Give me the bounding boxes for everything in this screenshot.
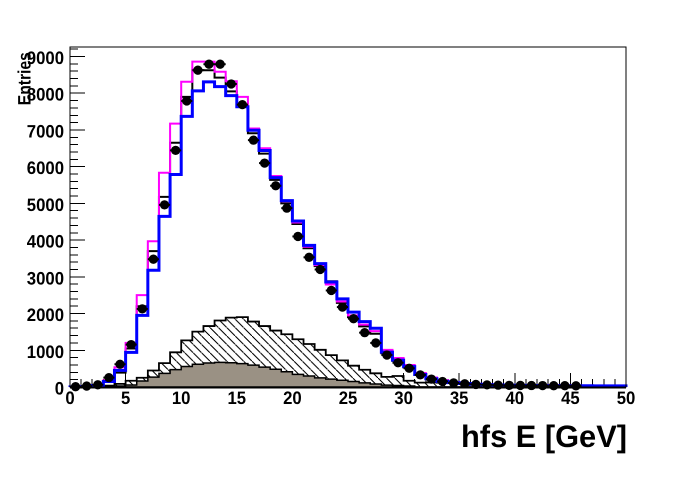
svg-text:5: 5: [121, 388, 130, 408]
svg-text:9000: 9000: [27, 48, 64, 68]
svg-text:1000: 1000: [27, 342, 64, 362]
svg-text:2000: 2000: [27, 305, 64, 325]
svg-text:0: 0: [55, 379, 64, 399]
svg-text:hfs E [GeV]: hfs E [GeV]: [461, 419, 627, 454]
svg-text:25: 25: [339, 388, 358, 408]
svg-text:7000: 7000: [27, 121, 64, 141]
svg-text:Entries: Entries: [14, 52, 34, 105]
svg-text:15: 15: [228, 388, 247, 408]
svg-text:45: 45: [561, 388, 580, 408]
svg-text:50: 50: [617, 388, 636, 408]
svg-text:30: 30: [394, 388, 413, 408]
svg-text:8000: 8000: [27, 85, 64, 105]
svg-text:4000: 4000: [27, 232, 64, 252]
svg-text:3000: 3000: [27, 268, 64, 288]
svg-text:0: 0: [65, 388, 74, 408]
svg-text:10: 10: [172, 388, 191, 408]
svg-text:6000: 6000: [27, 158, 64, 178]
svg-text:5000: 5000: [27, 195, 64, 215]
svg-text:35: 35: [450, 388, 469, 408]
svg-text:20: 20: [283, 388, 302, 408]
svg-text:40: 40: [506, 388, 525, 408]
